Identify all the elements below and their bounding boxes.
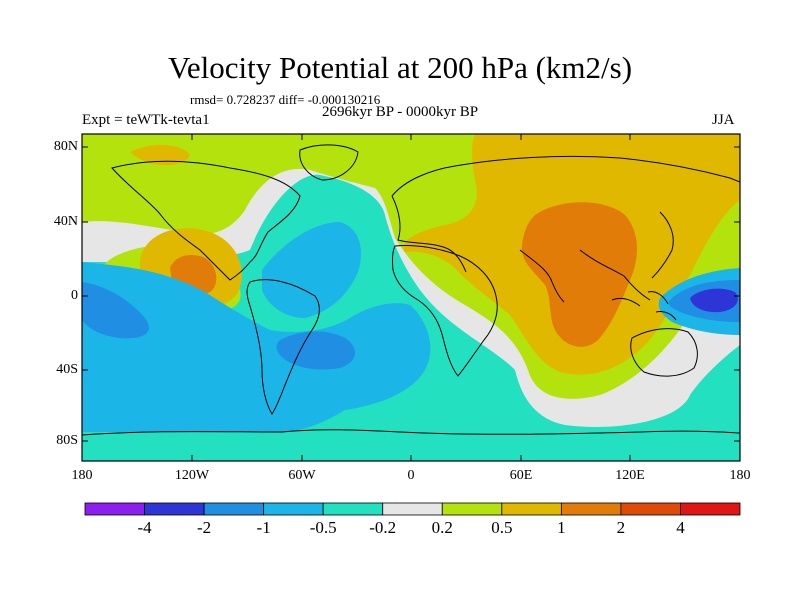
colorbar-swatch [144, 502, 205, 516]
contour-field [82, 134, 740, 461]
lat-tick-40s: 40S [56, 362, 78, 377]
chart-title: Velocity Potential at 200 hPa (km2/s) [167, 50, 633, 85]
contour-sky-blue-atlantic [262, 222, 361, 318]
colorbar-label: 1 [557, 518, 566, 537]
colorbar-swatch [322, 502, 384, 516]
colorbar-swatch [382, 502, 443, 516]
colorbar-swatch [203, 502, 265, 516]
lat-tick-40n: 40N [53, 214, 78, 229]
colorbar-label: 0.5 [491, 518, 513, 537]
coastline-greenland [299, 144, 359, 181]
contour-orange [521, 202, 637, 347]
time-period: 2696kyr BP - 0000kyr BP [322, 104, 479, 120]
coastline-africa [391, 245, 498, 377]
colorbar-label: -1 [256, 518, 271, 537]
lat-tick-80n: 80N [53, 139, 78, 154]
coastline-europe-asia [391, 155, 740, 303]
colorbar [84, 502, 741, 516]
lon-tick-180-west: 180 [71, 468, 93, 483]
colorbar-label: -0.2 [369, 518, 397, 537]
colorbar-swatch [441, 502, 503, 516]
colorbar-swatch [263, 502, 324, 516]
lat-tick-80s: 80S [56, 433, 78, 448]
experiment-label: Expt = teWTk-tevta1 [82, 112, 210, 128]
colorbar-swatch [680, 502, 741, 516]
colorbar-label: -4 [137, 518, 152, 537]
contour-blue-west [82, 282, 149, 339]
coastline-south-america [246, 279, 320, 415]
coastline-north-america [111, 160, 301, 281]
coastline-australia [630, 328, 698, 377]
contour-sky-blue-west [82, 262, 431, 432]
coastlines [82, 144, 740, 436]
colorbar-label: 4 [676, 518, 685, 537]
colorbar-label: 2 [616, 518, 626, 537]
colorbar-swatch [620, 502, 681, 516]
contour-yellow-orange-north [130, 144, 190, 166]
colorbar-swatch [84, 502, 145, 516]
rmsd-diff-stats: rmsd= 0.728237 diff= -0.000130216 [190, 92, 381, 107]
season-label: JJA [712, 112, 735, 128]
colorbar-swatch [501, 502, 562, 516]
lon-tick-120w: 120W [174, 468, 210, 483]
colorbar-swatch [560, 502, 622, 516]
coastline-maritime-continent [611, 291, 677, 321]
axis-ticks [82, 134, 740, 461]
lon-tick-0: 0 [407, 468, 415, 483]
lon-tick-60e: 60E [509, 468, 533, 483]
lon-tick-60w: 60W [288, 468, 316, 483]
coastline-antarctica [82, 429, 740, 436]
lat-tick-0: 0 [71, 288, 78, 303]
colorbar-label: -2 [196, 518, 212, 537]
lon-tick-180-east: 180 [729, 468, 751, 483]
colorbar-label: 0.2 [431, 518, 453, 537]
contour-dark-blue-east [690, 288, 738, 313]
colorbar-label: -0.5 [309, 518, 337, 537]
lon-tick-120e: 120E [615, 468, 645, 483]
